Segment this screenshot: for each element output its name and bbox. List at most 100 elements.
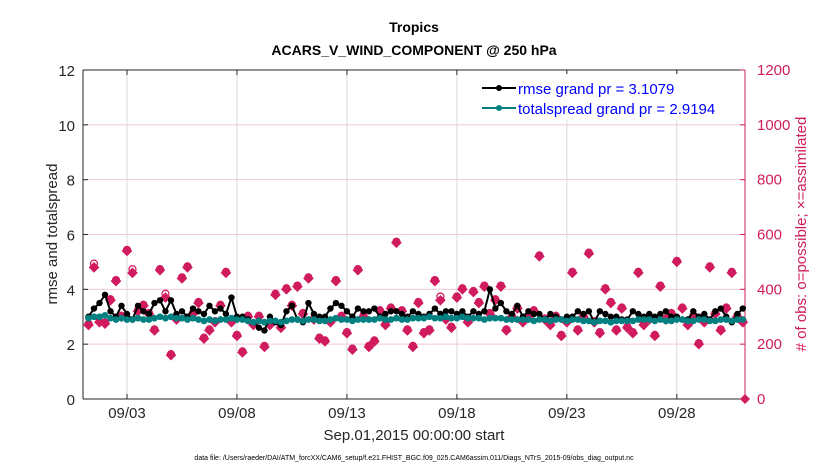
obs-assimilated-marker <box>457 283 468 295</box>
rmse-point <box>602 310 609 318</box>
obs-assimilated-marker <box>182 262 193 273</box>
obs-assimilated-marker <box>649 330 661 342</box>
totalspread-point <box>574 316 582 323</box>
rmse-point <box>497 299 505 307</box>
rmse-point <box>310 310 318 318</box>
totalspread-point <box>558 316 565 323</box>
rmse-point <box>503 308 510 315</box>
obs-assimilated-marker <box>352 264 364 276</box>
totalspread-point <box>173 314 180 322</box>
totalspread-point <box>712 317 719 325</box>
totalspread-point <box>613 317 620 325</box>
totalspread-point <box>646 316 653 323</box>
obs-assimilated-marker <box>347 344 358 355</box>
totalspread-point <box>327 316 334 323</box>
rmse-point <box>101 291 109 299</box>
totalspread-point <box>475 314 483 322</box>
obs-assimilated-marker <box>424 325 435 336</box>
obs-assimilated-marker <box>473 297 485 309</box>
rmse-point <box>470 308 477 315</box>
x-tick-label: 09/08 <box>218 405 256 422</box>
totalspread-point <box>662 317 670 325</box>
rmse-point <box>195 308 202 315</box>
rmse-point <box>140 308 147 315</box>
totalspread-point <box>486 314 494 322</box>
grid <box>83 70 745 399</box>
obs-assimilated-marker <box>303 273 314 284</box>
rmse-point <box>398 310 406 318</box>
totalspread-point <box>420 314 428 322</box>
obs-assimilated-marker <box>341 327 353 339</box>
totalspread-point <box>382 316 389 323</box>
totalspread-point <box>387 316 395 323</box>
obs-assimilated-marker <box>654 281 666 292</box>
obs-assimilated-marker <box>198 333 210 345</box>
obs-assimilated-marker <box>413 297 424 309</box>
totalspread-point <box>563 317 571 325</box>
rmse-point <box>459 308 466 315</box>
totalspread-point <box>343 316 351 323</box>
obs-assimilated-marker <box>726 267 738 279</box>
totalspread-point <box>591 318 598 326</box>
rmse-point <box>382 310 389 318</box>
obs-assimilated-marker <box>99 318 111 329</box>
obs-assimilated-marker <box>121 245 133 257</box>
totalspread-point <box>701 316 708 323</box>
obs-assimilated-marker <box>220 267 232 279</box>
totalspread-point <box>629 317 637 325</box>
totalspread-point <box>442 313 450 321</box>
totalspread-point <box>211 317 219 325</box>
y2-tick-label: 400 <box>757 281 782 298</box>
rmse-point <box>365 308 373 315</box>
rmse-point <box>156 297 164 304</box>
legend-rmse-label: rmse grand pr = 3.1079 <box>518 81 674 98</box>
rmse-point <box>338 302 345 309</box>
obs-assimilated-marker <box>676 303 688 314</box>
y-axis-label: rmse and totalspread <box>44 164 61 305</box>
y-tick-label: 8 <box>67 173 75 190</box>
y-tick-label: 6 <box>67 228 75 245</box>
totalspread-point <box>338 316 345 323</box>
totalspread-point <box>316 317 323 325</box>
rmse-point <box>712 308 719 315</box>
y-tick-label: 12 <box>58 63 75 80</box>
rmse-point <box>343 308 351 315</box>
totalspread-point <box>464 314 472 322</box>
rmse-layer <box>85 285 747 334</box>
totalspread-point <box>255 317 263 325</box>
rmse-point <box>371 305 378 312</box>
totalspread-point <box>470 314 477 322</box>
obs-assimilated-marker <box>237 347 248 358</box>
totalspread-point <box>250 318 257 326</box>
obs-assimilated-marker <box>621 322 633 334</box>
y2-tick-label: 1000 <box>757 117 790 134</box>
y2-tick-label: 0 <box>757 391 765 408</box>
obs-assimilated-marker <box>632 267 644 279</box>
totalspread-point <box>101 312 109 319</box>
obs-assimilated-marker <box>610 325 622 336</box>
totalspread-point <box>354 316 362 323</box>
totalspread-point <box>717 316 725 323</box>
totalspread-point <box>96 313 103 321</box>
obs-assimilated-marker <box>501 325 512 336</box>
totalspread-point <box>525 316 532 323</box>
totalspread-point <box>305 316 312 323</box>
obs-assimilated-marker <box>407 341 419 353</box>
rmse-point <box>162 308 169 315</box>
y2-tick-label: 200 <box>757 336 782 353</box>
totalspread-point <box>222 316 230 323</box>
totalspread-point <box>695 316 703 323</box>
obs-assimilated-marker <box>402 325 413 336</box>
rmse-point <box>629 308 637 315</box>
obs-assimilated-marker <box>616 303 628 314</box>
legend-rmse-marker <box>496 85 502 91</box>
obs-assimilated-marker <box>671 256 683 268</box>
x-tick-label: 09/03 <box>108 405 146 422</box>
totalspread-point <box>585 317 593 325</box>
totalspread-point <box>459 313 466 321</box>
rmse-point <box>701 310 708 318</box>
rmse-point <box>486 286 494 293</box>
totalspread-point <box>200 317 208 325</box>
rmse-point <box>481 308 488 315</box>
